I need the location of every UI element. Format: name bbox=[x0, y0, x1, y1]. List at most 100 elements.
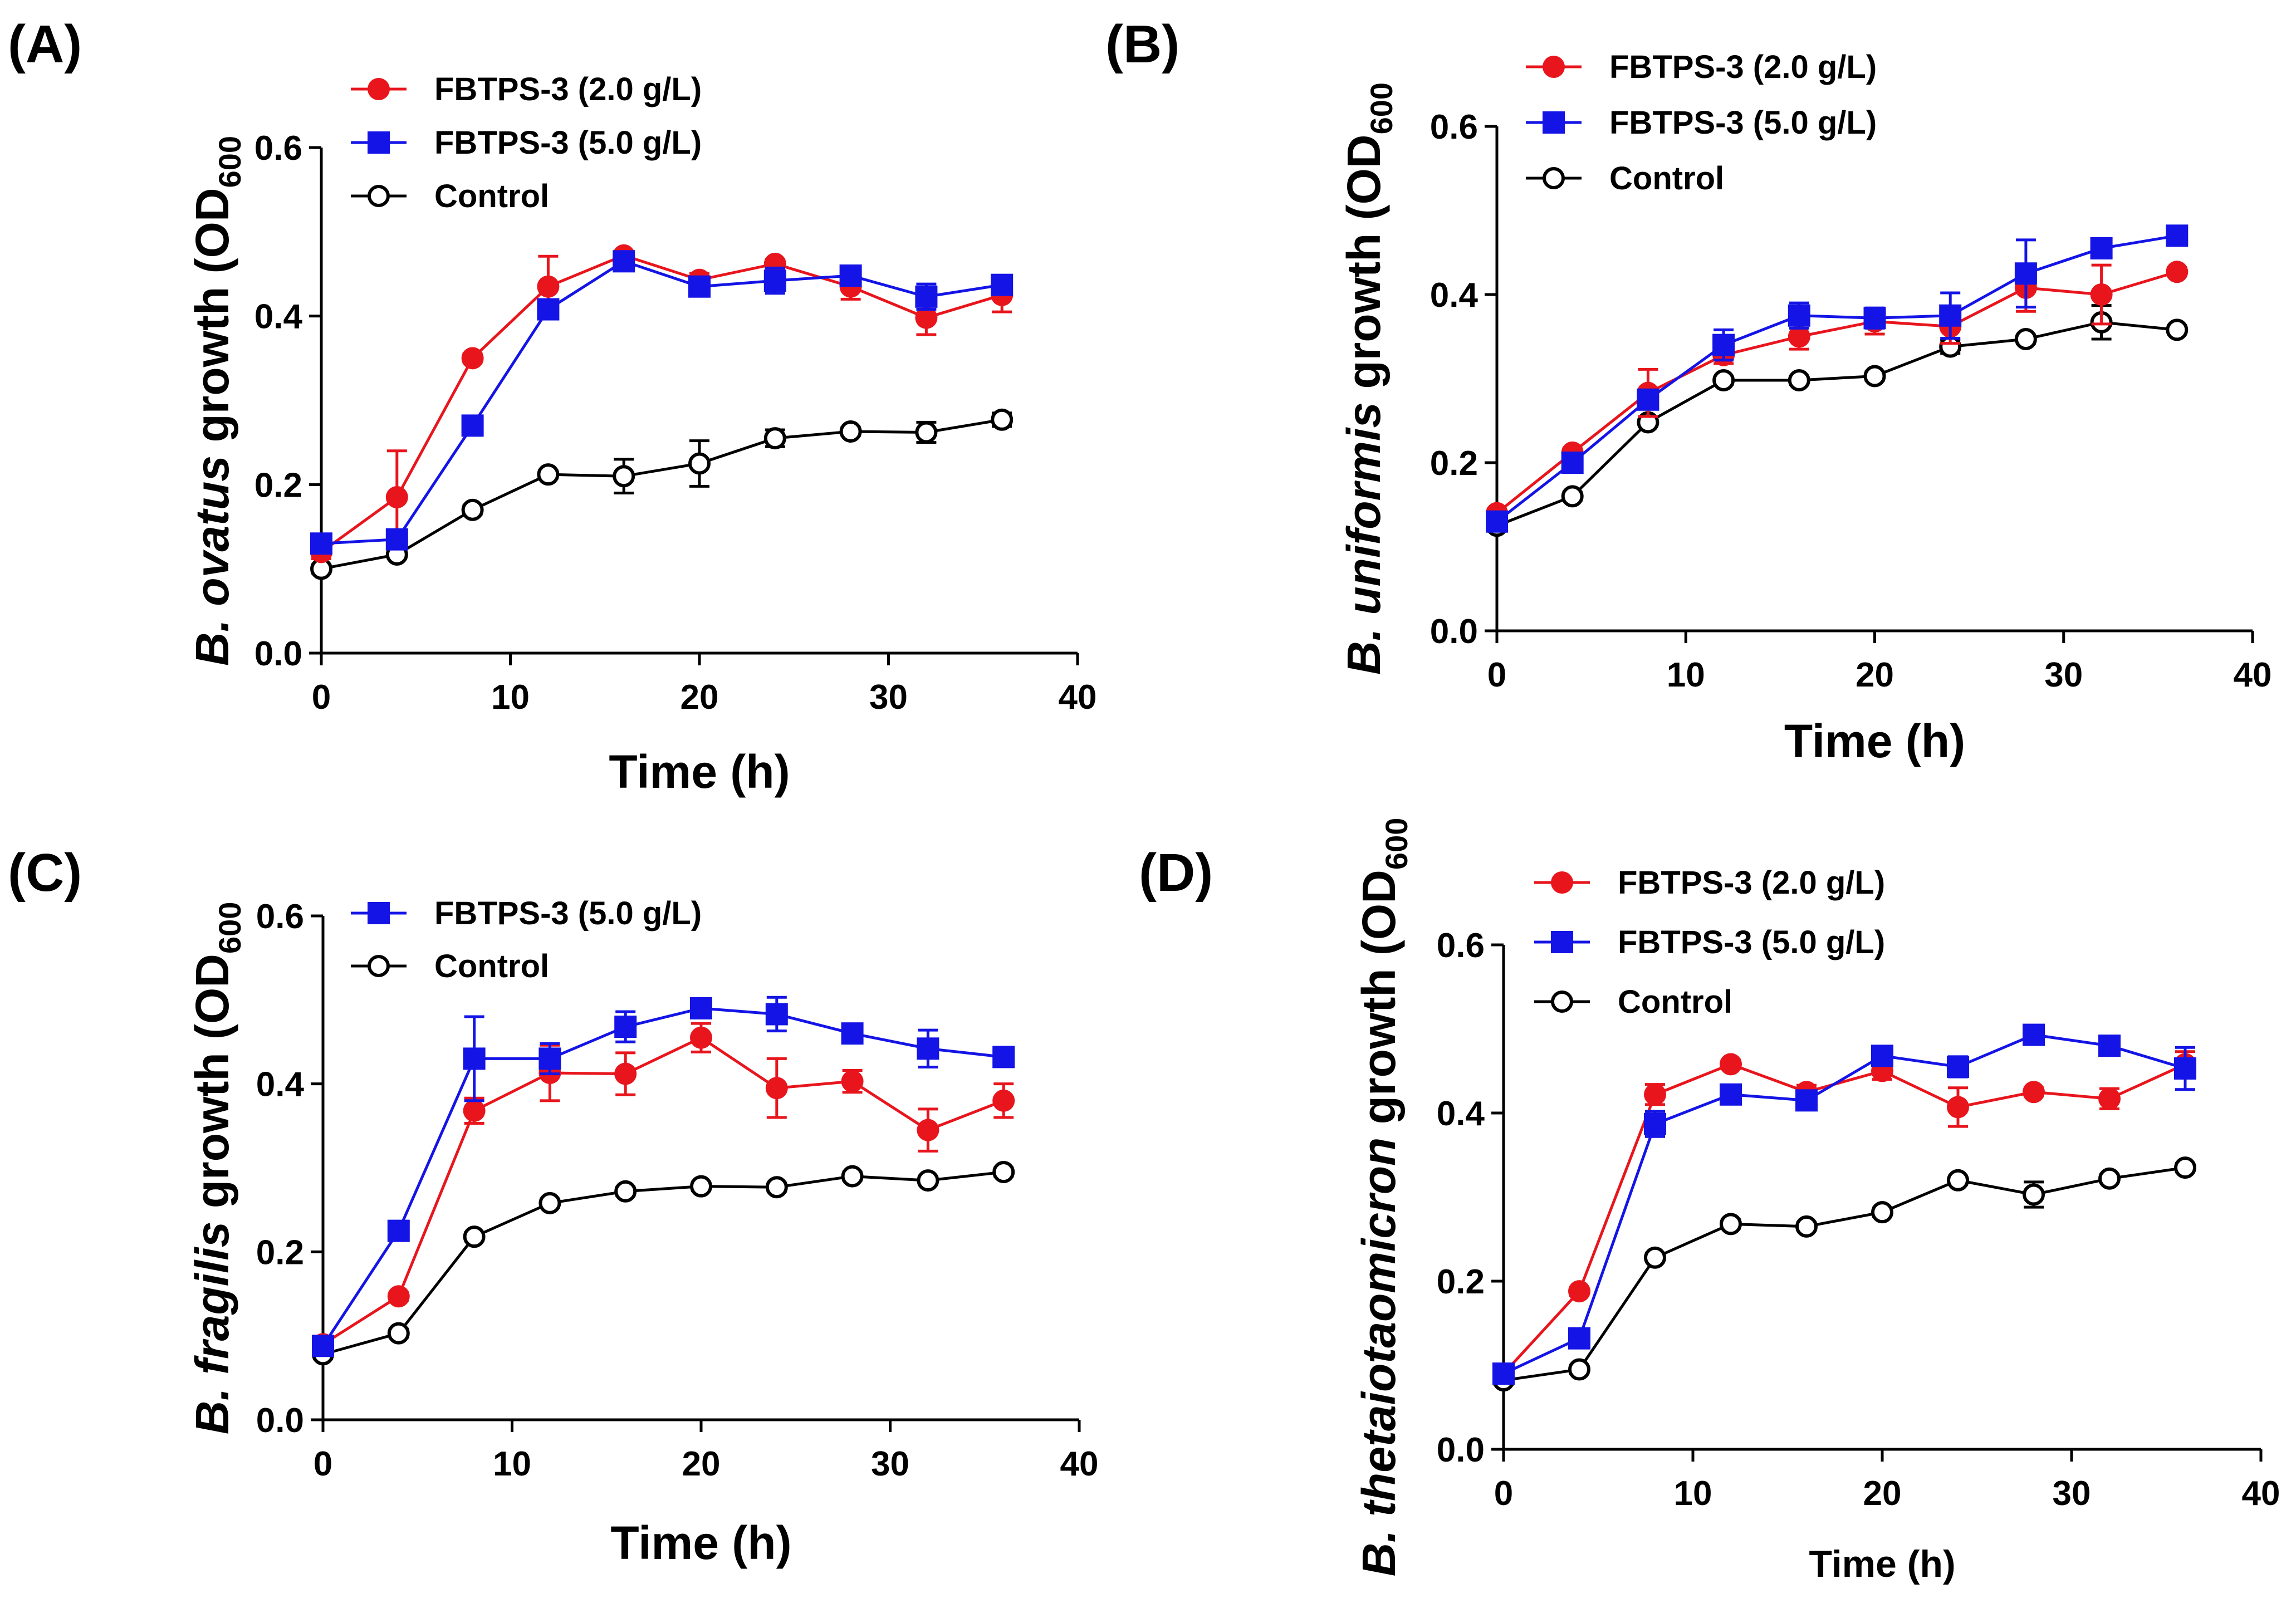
y-tick-label: 0.4 bbox=[1437, 1095, 1485, 1133]
series-line bbox=[320, 254, 1002, 553]
series-line bbox=[322, 1170, 1004, 1356]
series-fbtps-3-2-0-g-l bbox=[1486, 261, 2189, 524]
legend-label: Control bbox=[434, 948, 549, 984]
data-point bbox=[2023, 1023, 2045, 1046]
x-tick-label: 0 bbox=[314, 1445, 332, 1483]
legend-marker bbox=[368, 955, 390, 977]
series-line bbox=[1502, 1062, 2186, 1375]
y-tick-label: 0.2 bbox=[254, 466, 302, 504]
data-point bbox=[1720, 1053, 1742, 1076]
legend-marker bbox=[1543, 167, 1565, 189]
data-point bbox=[690, 1026, 712, 1049]
data-point bbox=[2014, 328, 2037, 351]
y-tick-label: 0.2 bbox=[256, 1233, 304, 1272]
legend-label: FBTPS-3 (5.0 g/L) bbox=[434, 895, 702, 931]
x-tick-label: 20 bbox=[1856, 656, 1894, 694]
data-point bbox=[841, 1022, 864, 1045]
x-tick-label: 40 bbox=[1060, 1445, 1099, 1483]
data-point bbox=[614, 1016, 637, 1038]
x-tick-label: 10 bbox=[491, 678, 530, 717]
x-tick-label: 40 bbox=[1059, 678, 1097, 717]
data-point bbox=[463, 1047, 486, 1070]
x-tick-label: 20 bbox=[682, 1445, 721, 1483]
data-point bbox=[1568, 1358, 1590, 1381]
data-point bbox=[463, 1099, 486, 1122]
x-tick-label: 10 bbox=[1667, 656, 1705, 694]
y-axis-title: B. uniformis growth (OD600 bbox=[1338, 82, 1399, 675]
data-point bbox=[613, 465, 635, 488]
x-tick-label: 0 bbox=[1487, 656, 1506, 694]
data-point bbox=[992, 1046, 1015, 1068]
series-control bbox=[1486, 304, 2189, 537]
y-axis-title-species: B. uniformis bbox=[1338, 402, 1390, 675]
data-point bbox=[1492, 1362, 1515, 1385]
y-axis-title-subscript: 600 bbox=[212, 902, 247, 954]
panel-label: (A) bbox=[8, 14, 82, 74]
data-point bbox=[1637, 388, 1659, 411]
data-point bbox=[2098, 1087, 2121, 1110]
series-line bbox=[1496, 321, 2177, 527]
y-tick-label: 0.6 bbox=[256, 898, 304, 936]
panel-d: (D) 0.0 0.2 0.4 0.6 0 10 20 30 40 Time (h) B. theta… bbox=[1139, 818, 2280, 1585]
x-tick-label: 0 bbox=[312, 678, 331, 717]
data-point bbox=[1644, 1083, 1666, 1106]
data-point bbox=[461, 414, 484, 437]
y-axis-title-species: B. fragilis bbox=[186, 1222, 238, 1435]
x-axis-title: Time (h) bbox=[1784, 715, 1965, 767]
y-axis-title: B. thetaiotaomicron growth (OD600 bbox=[1353, 818, 1414, 1577]
y-tick-label: 0.2 bbox=[1430, 444, 1478, 483]
data-point bbox=[614, 1180, 637, 1203]
x-axis-title: Time (h) bbox=[609, 746, 790, 798]
data-point bbox=[310, 532, 332, 555]
data-point bbox=[613, 250, 635, 273]
x-tick-label: 20 bbox=[681, 678, 719, 717]
data-point bbox=[688, 275, 711, 298]
data-point bbox=[839, 264, 862, 287]
data-point bbox=[2174, 1156, 2196, 1179]
x-tick-label: 30 bbox=[2044, 656, 2083, 694]
data-point bbox=[538, 1047, 561, 1070]
data-point bbox=[387, 1285, 410, 1308]
data-point bbox=[841, 1165, 864, 1188]
data-point bbox=[1568, 1280, 1590, 1303]
y-tick-label: 0.4 bbox=[256, 1066, 305, 1104]
data-point bbox=[2090, 237, 2113, 259]
y-tick-label: 0.2 bbox=[1437, 1263, 1485, 1301]
y-axis-title-text: growth (OD bbox=[1353, 870, 1405, 1138]
data-point bbox=[763, 269, 786, 292]
data-point bbox=[1947, 1169, 1969, 1192]
legend-label: FBTPS-3 (2.0 g/L) bbox=[1618, 865, 1885, 901]
y-tick-label: 0.0 bbox=[1437, 1431, 1485, 1469]
data-point bbox=[2166, 318, 2189, 341]
data-point bbox=[1486, 510, 1508, 533]
data-point bbox=[1561, 485, 1584, 508]
data-point bbox=[461, 347, 484, 370]
data-point bbox=[1795, 1215, 1818, 1238]
data-point bbox=[1568, 1327, 1590, 1350]
x-tick-label: 30 bbox=[2053, 1474, 2091, 1513]
panel-b: (B) 0.0 0.2 0.4 0.6 0 10 20 30 40 Time (h) B. unifo… bbox=[1105, 14, 2271, 767]
series-fbtps-3-5-0-g-l bbox=[1486, 224, 2189, 533]
data-point bbox=[917, 1037, 939, 1060]
legend: FBTPS-3 (2.0 g/L) FBTPS-3 (5.0 g/L) Contro… bbox=[351, 71, 702, 214]
data-point bbox=[1947, 1096, 1969, 1119]
data-point bbox=[614, 1062, 637, 1085]
legend-marker bbox=[368, 902, 390, 924]
legend-marker bbox=[368, 185, 390, 207]
data-point bbox=[2174, 1057, 2196, 1080]
y-axis-title-subscript: 600 bbox=[1379, 818, 1414, 870]
legend: FBTPS-3 (5.0 g/L) Control bbox=[351, 895, 702, 984]
data-point bbox=[1939, 304, 1962, 327]
y-tick-label: 0.4 bbox=[254, 298, 303, 336]
legend-marker bbox=[1543, 111, 1565, 134]
x-tick-label: 30 bbox=[869, 678, 908, 717]
y-tick-label: 0.0 bbox=[254, 635, 302, 673]
data-point bbox=[1788, 325, 1810, 348]
panel-label: (D) bbox=[1139, 843, 1213, 903]
data-point bbox=[1947, 1055, 1969, 1078]
x-axis-title: Time (h) bbox=[610, 1517, 791, 1569]
y-axis-title-text: growth (OD bbox=[186, 954, 238, 1222]
legend-label: FBTPS-3 (5.0 g/L) bbox=[434, 125, 702, 161]
data-point bbox=[992, 1089, 1015, 1112]
y-tick-label: 0.0 bbox=[1430, 612, 1478, 651]
